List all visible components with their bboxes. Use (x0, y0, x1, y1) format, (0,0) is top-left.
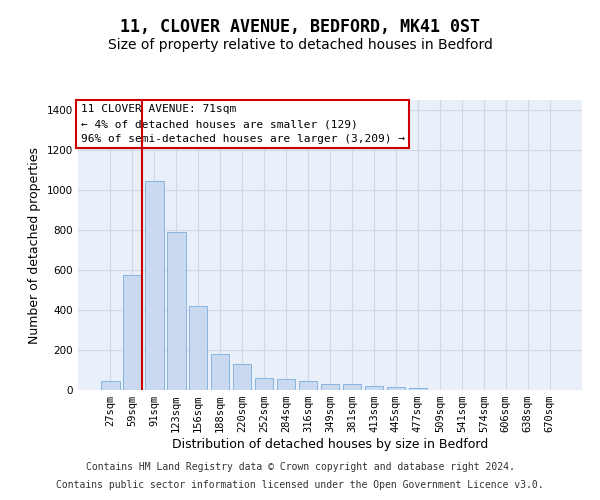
Bar (101, 380, 119, 390)
Bar (167, 232, 185, 390)
Text: 11 CLOVER AVENUE: 71sqm
← 4% of detached houses are smaller (129)
96% of semi-de: 11 CLOVER AVENUE: 71sqm ← 4% of detached… (80, 104, 404, 144)
X-axis label: Distribution of detached houses by size in Bedford: Distribution of detached houses by size … (172, 438, 488, 451)
Bar (145, 181, 164, 390)
Bar (233, 364, 251, 390)
Text: Contains HM Land Registry data © Crown copyright and database right 2024.: Contains HM Land Registry data © Crown c… (86, 462, 514, 472)
Bar (277, 379, 295, 390)
Bar (123, 275, 142, 390)
Bar (320, 384, 340, 390)
Bar (189, 306, 208, 390)
Text: 11, CLOVER AVENUE, BEDFORD, MK41 0ST: 11, CLOVER AVENUE, BEDFORD, MK41 0ST (120, 18, 480, 36)
Y-axis label: Number of detached properties: Number of detached properties (28, 146, 41, 344)
Bar (299, 380, 317, 390)
Bar (343, 384, 361, 390)
Bar (211, 354, 229, 390)
Bar (255, 378, 274, 390)
Bar (365, 386, 383, 390)
Bar (409, 388, 427, 390)
Text: Contains public sector information licensed under the Open Government Licence v3: Contains public sector information licen… (56, 480, 544, 490)
Bar (386, 386, 405, 390)
Text: Size of property relative to detached houses in Bedford: Size of property relative to detached ho… (107, 38, 493, 52)
